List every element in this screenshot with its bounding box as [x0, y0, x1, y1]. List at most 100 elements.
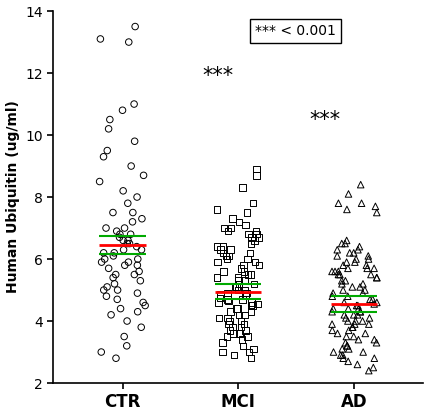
- Point: [362, 287, 369, 294]
- Point: [242, 287, 248, 294]
- Point: [360, 281, 366, 287]
- Point: [137, 277, 144, 284]
- Point: [339, 352, 346, 359]
- Point: [253, 166, 260, 173]
- Point: [217, 291, 224, 298]
- Point: [111, 249, 118, 256]
- Point: [252, 228, 259, 234]
- Point: [248, 234, 255, 241]
- Point: [230, 330, 237, 337]
- Point: [240, 268, 247, 275]
- Point: [238, 318, 245, 324]
- Point: [343, 237, 350, 244]
- Point: [130, 209, 136, 216]
- Point: [248, 240, 254, 247]
- Point: [117, 305, 124, 312]
- Point: [216, 314, 223, 321]
- Point: [244, 256, 251, 262]
- Point: [228, 225, 235, 231]
- Point: [108, 311, 115, 318]
- Point: [345, 327, 352, 334]
- Point: [100, 249, 107, 256]
- Point: [351, 321, 358, 327]
- Point: [224, 333, 230, 340]
- Point: [110, 253, 117, 259]
- Point: [342, 314, 349, 321]
- Point: [103, 225, 109, 231]
- Point: [128, 163, 135, 169]
- Point: [344, 265, 351, 271]
- Point: [213, 206, 220, 213]
- Point: [100, 153, 107, 160]
- Point: [134, 290, 141, 296]
- Point: [251, 237, 258, 244]
- Point: [131, 101, 138, 108]
- Point: [138, 246, 145, 253]
- Point: [251, 259, 258, 266]
- Point: [354, 361, 361, 368]
- Point: [245, 231, 252, 238]
- Point: [349, 324, 356, 331]
- Point: [103, 293, 110, 299]
- Point: [116, 234, 123, 241]
- Point: [329, 290, 336, 296]
- Point: [337, 352, 344, 359]
- Point: [239, 336, 245, 343]
- Point: [140, 299, 147, 306]
- Point: [244, 209, 251, 216]
- Point: [248, 271, 254, 278]
- Point: [236, 311, 242, 318]
- Point: [371, 301, 378, 307]
- Point: [362, 330, 369, 337]
- Point: [345, 305, 352, 312]
- Point: [239, 184, 246, 191]
- Point: [332, 268, 338, 275]
- Point: [364, 265, 371, 271]
- Point: [242, 293, 249, 299]
- Point: [105, 265, 112, 271]
- Point: [334, 253, 341, 259]
- Point: [133, 243, 140, 250]
- Point: [124, 200, 131, 206]
- Point: [341, 299, 347, 306]
- Point: [219, 339, 226, 346]
- Point: [133, 194, 140, 201]
- Point: [120, 237, 127, 244]
- Point: [120, 246, 127, 253]
- Point: [363, 262, 370, 269]
- Point: [219, 249, 226, 256]
- Point: [119, 107, 126, 113]
- Point: [121, 225, 128, 231]
- Point: [225, 298, 232, 304]
- Point: [353, 302, 360, 309]
- Point: [239, 342, 246, 349]
- Point: [111, 281, 118, 287]
- Point: [371, 265, 378, 271]
- Point: [350, 333, 357, 340]
- Point: [345, 358, 352, 364]
- Text: ***: ***: [309, 110, 341, 130]
- Point: [343, 333, 350, 340]
- Point: [124, 237, 131, 244]
- Point: [126, 240, 133, 247]
- Point: [131, 271, 138, 278]
- Text: ***: ***: [202, 66, 233, 86]
- Point: [106, 116, 113, 123]
- Point: [330, 349, 337, 355]
- Point: [334, 246, 341, 253]
- Y-axis label: Human Ubiquitin (ug/ml): Human Ubiquitin (ug/ml): [6, 100, 20, 294]
- Point: [351, 259, 358, 266]
- Point: [114, 287, 121, 294]
- Point: [344, 206, 350, 213]
- Point: [356, 243, 363, 250]
- Text: *** < 0.001: *** < 0.001: [255, 24, 336, 38]
- Point: [140, 172, 147, 178]
- Point: [127, 231, 134, 238]
- Point: [338, 240, 345, 247]
- Point: [369, 296, 376, 303]
- Point: [357, 309, 364, 315]
- Point: [248, 302, 254, 309]
- Point: [224, 314, 231, 321]
- Point: [344, 342, 350, 349]
- Point: [217, 246, 224, 253]
